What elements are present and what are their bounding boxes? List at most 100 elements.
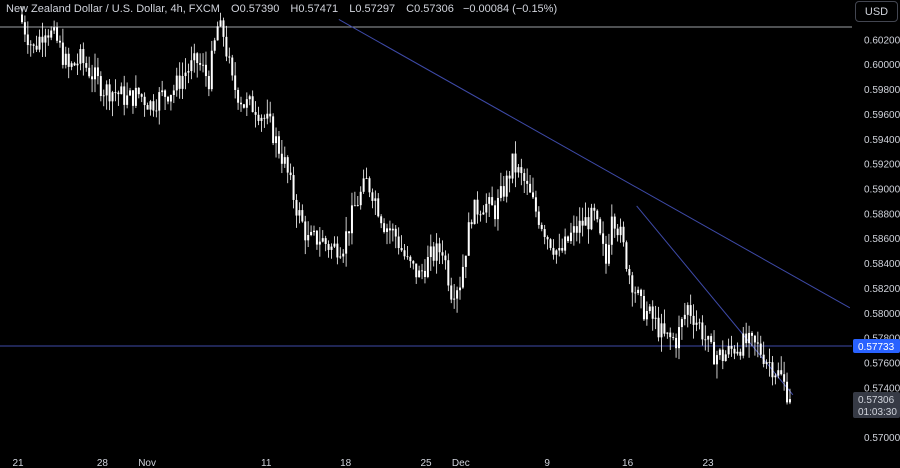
candle-body	[158, 92, 161, 111]
candle-body	[578, 220, 581, 233]
candle-body	[569, 232, 572, 242]
time-tick-label: 9	[544, 458, 550, 468]
candle-body	[721, 349, 724, 361]
candle-body	[704, 339, 707, 341]
candle-body	[759, 343, 762, 355]
candle-body	[751, 332, 753, 336]
currency-button[interactable]: USD	[855, 1, 898, 22]
candle-body	[423, 270, 426, 277]
candle-body	[307, 235, 310, 241]
candle-body	[642, 296, 645, 320]
candle-body	[310, 231, 313, 236]
candle-body	[502, 186, 505, 197]
candle-body	[73, 63, 76, 66]
candle-body	[219, 20, 222, 27]
candle-body	[739, 351, 742, 356]
candle-body	[631, 275, 634, 293]
candle-body	[654, 317, 657, 319]
candle-body	[175, 75, 178, 91]
candle-body	[441, 252, 444, 256]
candle-body	[362, 178, 365, 192]
candle-body	[94, 67, 96, 80]
candle-body	[289, 172, 292, 176]
candle-body	[196, 53, 199, 64]
candle-body	[532, 192, 534, 198]
candle-body	[350, 205, 353, 234]
candle-body	[494, 205, 497, 220]
candle-body	[607, 244, 610, 264]
price-tick-label: 0.60000	[864, 60, 900, 71]
change-value: −0.00084 (−0.15%)	[462, 3, 558, 15]
candle-body	[771, 362, 774, 378]
candle-body	[599, 219, 602, 234]
candle-body	[134, 87, 137, 106]
candle-body	[371, 192, 374, 201]
candle-body	[345, 231, 348, 254]
candle-body	[210, 50, 213, 90]
candle-body	[298, 210, 301, 216]
candle-body	[648, 306, 651, 312]
candle-body	[426, 257, 429, 277]
candle-body	[32, 44, 35, 46]
candle-body	[143, 96, 146, 106]
candle-body	[277, 136, 280, 154]
candle-body	[558, 248, 561, 251]
candle-body	[117, 92, 120, 95]
candle-body	[675, 337, 678, 349]
candle-body	[123, 86, 126, 105]
candle-body	[753, 335, 756, 343]
candle-body	[488, 197, 491, 204]
time-tick-label: 11	[261, 458, 272, 468]
candle-body	[96, 67, 99, 77]
candle-body	[780, 370, 783, 375]
candle-body	[403, 250, 406, 257]
candle-body	[514, 153, 517, 173]
candle-body	[634, 292, 637, 294]
candle-body	[575, 226, 578, 233]
candle-body	[140, 94, 143, 97]
candle-body	[555, 250, 558, 255]
candle-body	[476, 199, 479, 215]
time-tick-label: 18	[340, 458, 352, 468]
candle-body	[23, 22, 26, 35]
candle-body	[444, 255, 447, 261]
candle-body	[447, 260, 450, 286]
candle-body	[61, 42, 64, 65]
candle-body	[479, 214, 482, 216]
candle-body	[672, 337, 675, 338]
candle-body	[169, 95, 172, 102]
candle-body	[129, 90, 132, 96]
candle-body	[590, 207, 593, 230]
candle-body	[368, 178, 371, 193]
candle-body	[400, 248, 403, 251]
candle-body	[461, 266, 464, 288]
candle-body	[213, 40, 216, 51]
candle-body	[628, 269, 631, 276]
candle-body	[660, 323, 663, 338]
candle-body	[602, 233, 605, 244]
candle-body	[21, 14, 23, 23]
candle-body	[415, 263, 418, 278]
candle-body	[251, 96, 254, 113]
candle-body	[715, 355, 718, 365]
candle-body	[412, 261, 415, 264]
candle-body	[523, 173, 526, 181]
last-price-label: 0.57306	[858, 395, 895, 406]
level-price-label: 0.57733	[858, 342, 895, 353]
candle-body	[397, 236, 400, 249]
close-value: 0.57306	[414, 3, 454, 15]
price-tick-label: 0.58000	[864, 309, 900, 320]
candle-body	[508, 175, 511, 179]
candle-body	[499, 186, 502, 198]
drawing-layer	[0, 19, 852, 396]
price-tick-label: 0.57600	[864, 359, 900, 370]
candle-body	[35, 45, 38, 50]
candle-body	[777, 370, 780, 376]
candle-body	[108, 84, 111, 102]
price-tick-label: 0.59000	[864, 184, 900, 195]
candle-body	[651, 306, 654, 319]
candle-body	[526, 180, 529, 184]
candle-body	[692, 315, 695, 325]
candle-body	[38, 36, 41, 50]
